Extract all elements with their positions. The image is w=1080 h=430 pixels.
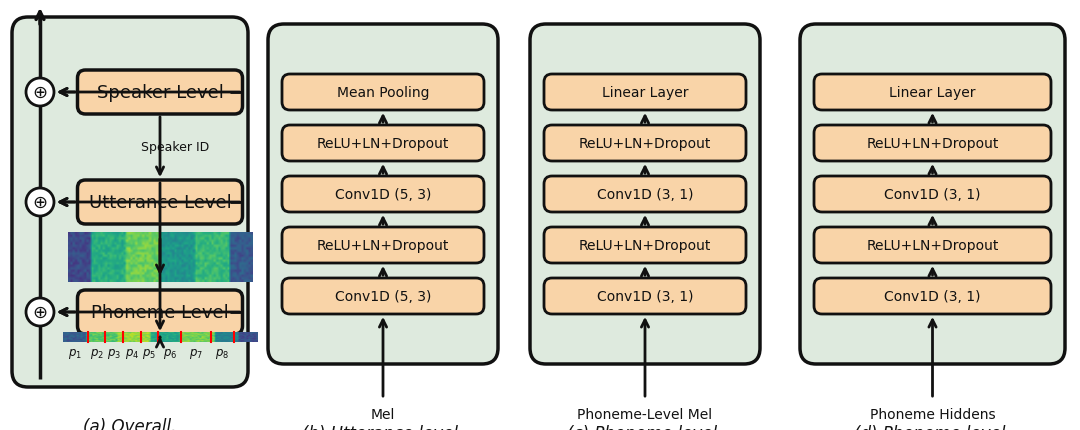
Text: Conv1D (3, 1): Conv1D (3, 1) bbox=[597, 187, 693, 202]
FancyBboxPatch shape bbox=[530, 25, 760, 364]
FancyBboxPatch shape bbox=[282, 278, 484, 314]
Text: Mean Pooling: Mean Pooling bbox=[337, 86, 429, 100]
Text: (c) Phoneme level.: (c) Phoneme level. bbox=[567, 424, 723, 430]
FancyBboxPatch shape bbox=[282, 177, 484, 212]
Text: Phoneme Hiddens: Phoneme Hiddens bbox=[869, 407, 996, 421]
Text: $p_7$: $p_7$ bbox=[189, 346, 203, 360]
Text: Linear Layer: Linear Layer bbox=[889, 86, 975, 100]
Text: Linear Layer: Linear Layer bbox=[602, 86, 688, 100]
Text: Phoneme Level: Phoneme Level bbox=[91, 303, 229, 321]
Text: $p_1$: $p_1$ bbox=[68, 346, 82, 360]
Text: Speaker ID: Speaker ID bbox=[140, 141, 210, 154]
FancyBboxPatch shape bbox=[814, 177, 1051, 212]
Text: $p_2$: $p_2$ bbox=[90, 346, 104, 360]
Text: (b) Utterance level.: (b) Utterance level. bbox=[302, 424, 463, 430]
Text: Utterance Level: Utterance Level bbox=[89, 194, 231, 212]
FancyBboxPatch shape bbox=[78, 71, 243, 115]
Text: Speaker Level: Speaker Level bbox=[96, 84, 224, 102]
FancyBboxPatch shape bbox=[814, 75, 1051, 111]
Text: ⊕: ⊕ bbox=[32, 84, 48, 102]
Text: ⊕: ⊕ bbox=[32, 194, 48, 212]
FancyBboxPatch shape bbox=[544, 75, 746, 111]
FancyBboxPatch shape bbox=[268, 25, 498, 364]
Text: $p_6$: $p_6$ bbox=[163, 346, 177, 360]
Circle shape bbox=[26, 79, 54, 107]
Text: $p_5$: $p_5$ bbox=[143, 346, 157, 360]
Text: Conv1D (5, 3): Conv1D (5, 3) bbox=[335, 289, 431, 303]
Circle shape bbox=[26, 189, 54, 216]
FancyBboxPatch shape bbox=[78, 181, 243, 224]
FancyBboxPatch shape bbox=[282, 126, 484, 162]
FancyBboxPatch shape bbox=[282, 227, 484, 264]
Text: (a) Overall.: (a) Overall. bbox=[83, 417, 177, 430]
FancyBboxPatch shape bbox=[78, 290, 243, 334]
FancyBboxPatch shape bbox=[544, 227, 746, 264]
Text: ReLU+LN+Dropout: ReLU+LN+Dropout bbox=[579, 137, 712, 150]
Text: Conv1D (5, 3): Conv1D (5, 3) bbox=[335, 187, 431, 202]
Text: $p_8$: $p_8$ bbox=[215, 346, 229, 360]
Text: ReLU+LN+Dropout: ReLU+LN+Dropout bbox=[316, 137, 449, 150]
FancyBboxPatch shape bbox=[814, 227, 1051, 264]
Text: $p_4$: $p_4$ bbox=[124, 346, 139, 360]
Text: (d) Phoneme level.: (d) Phoneme level. bbox=[854, 424, 1011, 430]
FancyBboxPatch shape bbox=[814, 278, 1051, 314]
FancyBboxPatch shape bbox=[800, 25, 1065, 364]
FancyBboxPatch shape bbox=[282, 75, 484, 111]
Text: $p_3$: $p_3$ bbox=[107, 346, 121, 360]
Text: ⊕: ⊕ bbox=[32, 303, 48, 321]
Text: Conv1D (3, 1): Conv1D (3, 1) bbox=[885, 289, 981, 303]
Text: ReLU+LN+Dropout: ReLU+LN+Dropout bbox=[866, 239, 999, 252]
FancyBboxPatch shape bbox=[814, 126, 1051, 162]
Circle shape bbox=[26, 298, 54, 326]
Text: Mel: Mel bbox=[370, 407, 395, 421]
FancyBboxPatch shape bbox=[544, 177, 746, 212]
Text: ReLU+LN+Dropout: ReLU+LN+Dropout bbox=[579, 239, 712, 252]
Text: ReLU+LN+Dropout: ReLU+LN+Dropout bbox=[866, 137, 999, 150]
Text: Phoneme-Level Mel: Phoneme-Level Mel bbox=[578, 407, 713, 421]
FancyBboxPatch shape bbox=[544, 278, 746, 314]
FancyBboxPatch shape bbox=[12, 18, 248, 387]
FancyBboxPatch shape bbox=[544, 126, 746, 162]
Text: Conv1D (3, 1): Conv1D (3, 1) bbox=[885, 187, 981, 202]
Text: Conv1D (3, 1): Conv1D (3, 1) bbox=[597, 289, 693, 303]
Text: ReLU+LN+Dropout: ReLU+LN+Dropout bbox=[316, 239, 449, 252]
